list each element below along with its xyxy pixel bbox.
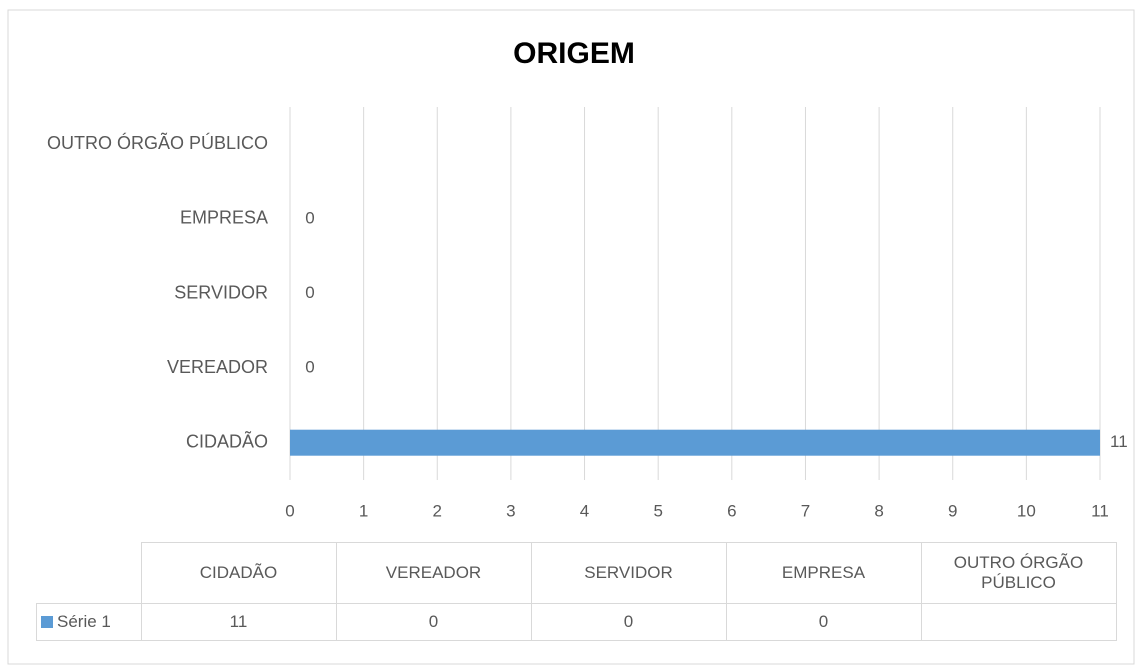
table-corner xyxy=(36,542,142,604)
x-tick-label: 10 xyxy=(1017,501,1036,520)
y-tick-label: VEREADOR xyxy=(167,357,268,377)
y-tick-label: OUTRO ÓRGÃO PÚBLICO xyxy=(47,132,268,153)
data-label: 0 xyxy=(305,283,314,302)
data-label: 0 xyxy=(305,358,314,377)
y-tick-label: CIDADÃO xyxy=(186,430,268,451)
chart-border xyxy=(7,9,1135,665)
data-table: CIDADÃO VEREADOR SERVIDOR EMPRESA OUTRO ÓRGÃ… xyxy=(36,542,1117,641)
table-header-cell: VEREADOR xyxy=(335,542,532,604)
table-cell: 0 xyxy=(725,603,922,641)
x-tick-label: 1 xyxy=(359,501,368,520)
x-tick-label: 8 xyxy=(874,501,883,520)
data-label: 0 xyxy=(305,208,314,227)
x-tick-label: 11 xyxy=(1091,501,1109,520)
legend-label: Série 1 xyxy=(57,612,111,631)
bar xyxy=(290,429,1100,456)
legend-cell: Série 1 xyxy=(36,603,142,641)
x-tick-label: 9 xyxy=(948,501,957,520)
legend-swatch xyxy=(41,616,53,628)
x-tick-label: 6 xyxy=(727,501,736,520)
data-label: 11 xyxy=(1110,432,1128,451)
table-header-cell: OUTRO ÓRGÃO PÚBLICO xyxy=(920,542,1117,604)
table-cell xyxy=(920,603,1117,641)
table-cell: 11 xyxy=(140,603,337,641)
table-header: CIDADÃO VEREADOR SERVIDOR EMPRESA OUTRO ÓRGÃ… xyxy=(36,542,1117,604)
chart-title: ORIGEM xyxy=(513,37,635,70)
x-tick-label: 4 xyxy=(580,501,589,520)
x-tick-label: 2 xyxy=(433,501,442,520)
x-tick-label: 7 xyxy=(801,501,810,520)
table-header-cell: EMPRESA xyxy=(725,542,922,604)
x-tick-label: 5 xyxy=(653,501,662,520)
x-tick-label: 3 xyxy=(506,501,515,520)
y-tick-label: SERVIDOR xyxy=(174,282,268,302)
x-tick-label: 0 xyxy=(285,501,294,520)
table-cell: 0 xyxy=(530,603,727,641)
table-row: Série 1 11 0 0 0 xyxy=(36,603,1117,641)
y-tick-label: EMPRESA xyxy=(180,208,268,228)
table-header-cell: CIDADÃO xyxy=(140,542,337,604)
table-cell: 0 xyxy=(335,603,532,641)
table-header-cell: SERVIDOR xyxy=(530,542,727,604)
